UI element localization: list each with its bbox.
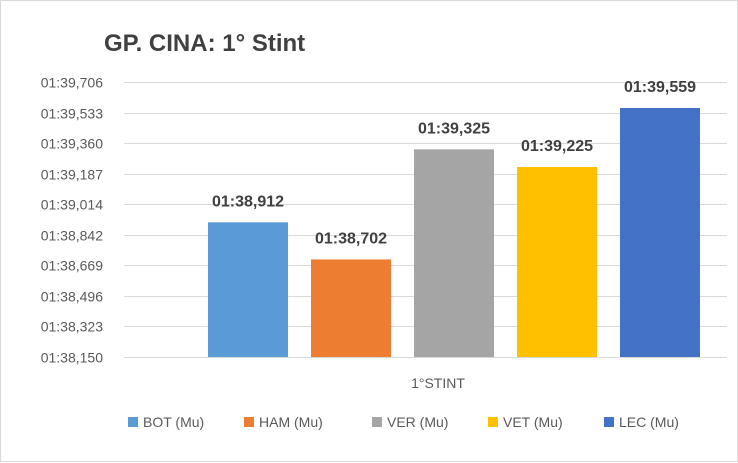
bar-lec	[620, 107, 700, 358]
y-tick-label: 01:38,150	[41, 350, 103, 366]
bars	[208, 107, 700, 358]
legend: BOT (Mu) HAM (Mu) VER (Mu) VET (Mu) LEC (Mu)	[128, 414, 679, 430]
data-labels: 01:38,912 01:38,702 01:39,325 01:39,225 01:3…	[212, 79, 696, 247]
legend-label: LEC (Mu)	[619, 414, 679, 430]
y-axis-ticks: 01:38,150 01:38,323 01:38,496 01:38,669 01:3…	[41, 75, 103, 366]
legend-label: BOT (Mu)	[143, 414, 204, 430]
legend-swatch	[128, 417, 138, 427]
y-tick-label: 01:39,533	[41, 106, 103, 122]
legend-label: VET (Mu)	[503, 414, 563, 430]
legend-swatch	[372, 417, 382, 427]
data-label: 01:39,225	[521, 138, 593, 155]
bar-vet	[517, 167, 597, 357]
y-tick-label: 01:39,187	[41, 167, 103, 183]
bar-bot	[208, 222, 288, 357]
data-label: 01:38,702	[315, 230, 387, 247]
y-tick-label: 01:39,360	[41, 136, 103, 152]
y-tick-label: 01:38,496	[41, 289, 103, 305]
x-tick-label: 1°STINT	[411, 375, 465, 391]
y-tick-label: 01:38,842	[41, 228, 103, 244]
y-tick-label: 01:38,669	[41, 258, 103, 274]
bar-ver	[414, 149, 494, 357]
chart-title: GP. CINA: 1° Stint	[104, 30, 305, 57]
y-tick-label: 01:39,706	[41, 75, 103, 91]
legend-swatch	[604, 417, 614, 427]
bar-ham	[311, 259, 391, 357]
y-tick-label: 01:38,323	[41, 319, 103, 335]
legend-label: HAM (Mu)	[259, 414, 323, 430]
legend-swatch	[488, 417, 498, 427]
y-tick-label: 01:39,014	[41, 197, 103, 213]
legend-swatch	[244, 417, 254, 427]
data-label: 01:38,912	[212, 193, 284, 210]
data-label: 01:39,559	[624, 79, 696, 96]
data-label: 01:39,325	[418, 120, 490, 137]
x-axis-ticks: 1°STINT	[411, 375, 465, 391]
legend-label: VER (Mu)	[387, 414, 448, 430]
